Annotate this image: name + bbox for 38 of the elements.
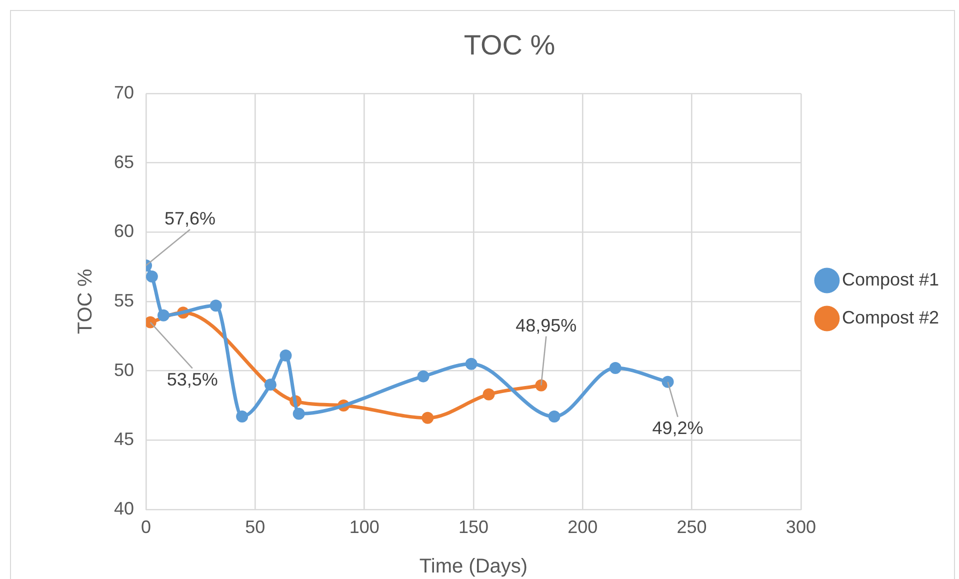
point (146, 270, 158, 283)
x-tick-label: 50 (245, 517, 266, 538)
x-tick-label: 250 (676, 517, 707, 538)
point (482, 388, 495, 400)
point (264, 378, 276, 391)
y-tick-label: 55 (114, 290, 134, 310)
point (422, 412, 434, 424)
x-tick-label: 100 (349, 517, 380, 538)
x-tick-label: 300 (786, 517, 816, 538)
legend-label: Compost #1 (842, 269, 940, 290)
point (535, 379, 548, 392)
point (662, 376, 674, 388)
x-axis-title: Time (Days) (419, 556, 528, 578)
annotation: 48,95% (516, 315, 577, 336)
point (236, 410, 248, 423)
point (548, 410, 560, 423)
y-tick-label: 50 (114, 360, 134, 380)
point (292, 408, 305, 420)
annotation: 53,5% (166, 369, 218, 390)
y-tick-label: 60 (114, 221, 134, 242)
y-axis-title: TOC % (74, 268, 97, 334)
legend-label: Compost #2 (842, 307, 940, 328)
point (280, 350, 292, 362)
x-tick-label: 200 (568, 517, 598, 538)
y-tick-label: 65 (114, 152, 134, 172)
y-tick-label: 45 (114, 429, 134, 450)
point (157, 309, 170, 322)
annotation: 49,2% (652, 418, 704, 438)
x-tick-label: 150 (458, 517, 489, 538)
annotation: 57,6% (164, 208, 216, 228)
point (210, 300, 222, 312)
point (609, 362, 622, 374)
point (465, 358, 478, 370)
x-tick-label: 0 (141, 517, 152, 538)
chart-title: TOC % (464, 30, 556, 61)
point (417, 370, 430, 382)
y-tick-label: 70 (114, 82, 134, 103)
y-tick-label: 40 (114, 498, 134, 518)
